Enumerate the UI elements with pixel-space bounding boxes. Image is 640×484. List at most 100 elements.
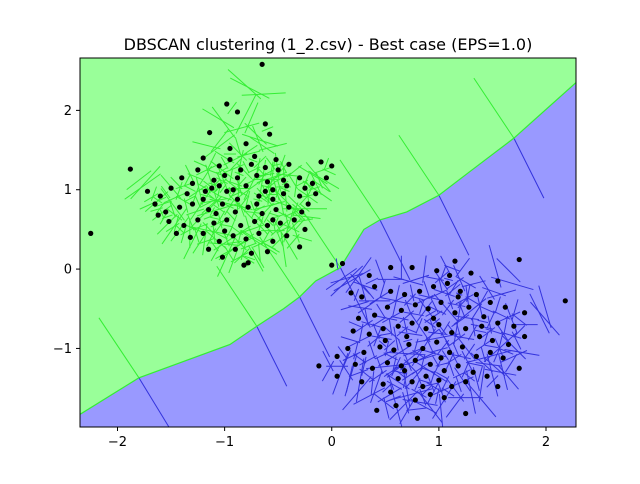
- cluster-b-cell-edge: [498, 365, 519, 390]
- data-point: [516, 365, 522, 371]
- cluster-b-cell-edge: [471, 318, 476, 337]
- x-tick-label: 1: [435, 435, 443, 450]
- data-point: [248, 161, 255, 167]
- cluster-a-cell-edge: [223, 152, 248, 166]
- cluster-a-cell-edge: [240, 242, 247, 261]
- cluster-a-cell-edge: [297, 188, 307, 196]
- cluster-a-cell-edge: [192, 223, 209, 231]
- data-point: [227, 145, 233, 152]
- data-point: [262, 121, 268, 127]
- data-point: [216, 238, 222, 244]
- cluster-a-cell-edge: [218, 214, 223, 229]
- cluster-b-cell-edge: [379, 279, 386, 298]
- cluster-b-cell-edge: [498, 311, 521, 322]
- cluster-b-cell-edge: [411, 388, 427, 398]
- cluster-b-cell-edge: [511, 299, 519, 321]
- cluster-b-cell-edge: [350, 273, 371, 295]
- data-point: [286, 161, 292, 167]
- cluster-a-cell-edge: [150, 207, 163, 212]
- cluster-a-cell-edge: [258, 243, 261, 262]
- data-point: [414, 415, 421, 421]
- cluster-b-cell-edge: [511, 313, 527, 326]
- data-point: [382, 337, 388, 344]
- cluster-a-points: [88, 61, 335, 268]
- data-point: [163, 209, 169, 215]
- data-point: [398, 307, 404, 313]
- data-point: [404, 333, 410, 340]
- data-point: [187, 234, 193, 240]
- cluster-b-cell-edge: [401, 326, 418, 334]
- cluster-b-cell-edge: [392, 356, 397, 373]
- cluster-a-cell-edge: [98, 317, 140, 379]
- cluster-b-cell-edge: [348, 369, 369, 378]
- cluster-b-cell-edge: [368, 340, 376, 359]
- cluster-a-cell-edge: [258, 142, 287, 151]
- data-point: [449, 383, 455, 390]
- data-point: [452, 310, 458, 316]
- cluster-a-cell-edge: [276, 230, 284, 247]
- cluster-b-cell-edge: [444, 352, 455, 372]
- cluster-a-cell-edge: [241, 92, 286, 96]
- data-point: [495, 320, 501, 326]
- data-point: [352, 361, 358, 367]
- cluster-a-cell-edge: [155, 201, 166, 215]
- data-point: [516, 256, 522, 263]
- cluster-b-cell-edge: [538, 285, 552, 329]
- data-point: [425, 306, 431, 312]
- data-point: [270, 196, 276, 202]
- cluster-a-cell-edge: [299, 207, 341, 268]
- cluster-a-cell-edge: [190, 196, 222, 229]
- cluster-a-cell-edge: [183, 195, 196, 203]
- data-point: [505, 341, 512, 348]
- cluster-b-cell-edge: [445, 393, 465, 418]
- cluster-b-cell-edge: [386, 349, 422, 378]
- cluster-b-cell-edge: [403, 371, 411, 408]
- cluster-a-cell-edge: [250, 200, 255, 211]
- cluster-a-cell-edge: [235, 94, 257, 134]
- cluster-a-cell-edge: [299, 194, 309, 206]
- cluster-b-cell-edge: [353, 281, 378, 291]
- data-point: [264, 179, 271, 185]
- cluster-b-cell-edge: [340, 300, 369, 311]
- cluster-a-cell-edge: [398, 135, 440, 196]
- cluster-a-cell-edge: [228, 249, 239, 274]
- data-point: [277, 220, 283, 226]
- cluster-b-cell-edge: [474, 329, 487, 334]
- cluster-a-cell-edge: [223, 164, 244, 174]
- data-point: [286, 204, 292, 210]
- cluster-a-cell-edge: [216, 265, 258, 327]
- cluster-a-cell-edge: [226, 240, 242, 245]
- cluster-b-cell-edge: [418, 379, 431, 384]
- cluster-b-cell-edge: [339, 267, 371, 328]
- data-point: [436, 377, 442, 383]
- cluster-b-cell-edge: [458, 302, 466, 318]
- cluster-a-cell-edge: [281, 180, 289, 186]
- cluster-b-cell-edge: [385, 373, 410, 390]
- cluster-b-cell-edge: [453, 265, 466, 292]
- data-point: [406, 341, 412, 348]
- cluster-b-cell-edge: [362, 284, 375, 300]
- data-point: [297, 193, 303, 199]
- data-point: [168, 185, 174, 191]
- cluster-b-cell-edge: [530, 301, 560, 336]
- data-point: [297, 175, 303, 181]
- cluster-b-cell-edge: [361, 321, 383, 329]
- cluster-b-cell-edge: [501, 331, 522, 339]
- data-point: [200, 196, 206, 202]
- cluster-b-cell-edge: [503, 315, 509, 334]
- cluster-b-cell-edge: [372, 323, 380, 340]
- cluster-a-cell-edge: [249, 136, 275, 154]
- cluster-b-cell-edge: [426, 382, 443, 393]
- cluster-a-cell-edge: [274, 217, 279, 226]
- data-point: [441, 395, 447, 401]
- data-point: [391, 347, 397, 353]
- cluster-a-cell-edge: [194, 228, 200, 243]
- cluster-b-cell-edge: [511, 331, 522, 350]
- cluster-b-cell-edge: [403, 311, 424, 317]
- cluster-b-cell-edge: [395, 285, 400, 301]
- cluster-a-cell-edge: [150, 186, 158, 201]
- data-point: [420, 383, 426, 390]
- cluster-b-cell-edge: [498, 347, 514, 355]
- cluster-b-cell-edge: [399, 399, 415, 424]
- cluster-b-cell-edge: [453, 300, 462, 345]
